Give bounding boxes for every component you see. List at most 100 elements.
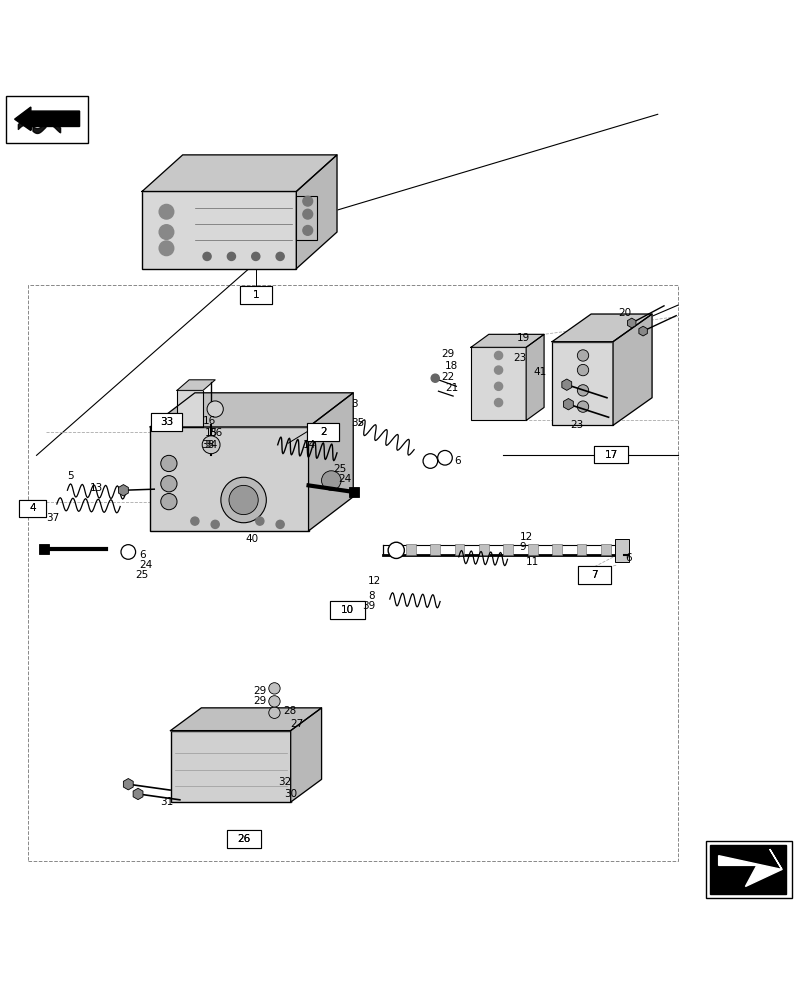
Text: 16: 16 xyxy=(203,416,216,426)
Circle shape xyxy=(121,545,135,559)
Polygon shape xyxy=(551,314,651,342)
Text: 2: 2 xyxy=(320,427,326,437)
Circle shape xyxy=(303,226,312,235)
Text: 13: 13 xyxy=(89,483,102,493)
Circle shape xyxy=(161,455,177,472)
Circle shape xyxy=(268,683,280,694)
Text: 20: 20 xyxy=(618,308,631,318)
Polygon shape xyxy=(296,155,337,269)
Text: 7: 7 xyxy=(590,570,597,580)
Polygon shape xyxy=(177,380,215,390)
Polygon shape xyxy=(712,851,781,888)
Circle shape xyxy=(161,494,177,510)
Text: 27: 27 xyxy=(290,719,303,729)
Polygon shape xyxy=(170,708,321,731)
Text: 4: 4 xyxy=(29,503,36,513)
Circle shape xyxy=(276,252,284,260)
Bar xyxy=(151,413,182,431)
Bar xyxy=(142,191,296,269)
Bar xyxy=(226,830,260,848)
Circle shape xyxy=(268,707,280,718)
Circle shape xyxy=(494,351,502,360)
Text: 12: 12 xyxy=(367,576,380,586)
Bar xyxy=(503,544,513,555)
Text: 24: 24 xyxy=(139,560,152,570)
Polygon shape xyxy=(470,334,543,347)
Bar xyxy=(551,544,561,555)
Bar xyxy=(329,601,365,619)
Text: 12: 12 xyxy=(519,532,532,542)
Text: 33: 33 xyxy=(160,417,173,427)
Bar xyxy=(177,390,203,427)
Circle shape xyxy=(577,350,588,361)
Polygon shape xyxy=(638,326,646,336)
Circle shape xyxy=(159,204,174,219)
Text: 23: 23 xyxy=(569,420,582,430)
Circle shape xyxy=(431,374,439,382)
Text: 32: 32 xyxy=(277,777,290,787)
Text: 23: 23 xyxy=(513,353,526,363)
Text: 18: 18 xyxy=(444,361,457,371)
Bar xyxy=(600,544,610,555)
Bar xyxy=(576,544,586,555)
Bar xyxy=(478,544,488,555)
Bar xyxy=(239,286,272,304)
Circle shape xyxy=(494,366,502,374)
Circle shape xyxy=(159,241,174,256)
Text: 24: 24 xyxy=(338,474,351,484)
Bar xyxy=(39,544,49,554)
Bar xyxy=(349,487,358,497)
Text: 29: 29 xyxy=(253,686,266,696)
Text: 4: 4 xyxy=(29,503,36,513)
Text: 29: 29 xyxy=(253,696,266,706)
Circle shape xyxy=(211,520,219,528)
Bar xyxy=(551,342,612,425)
Circle shape xyxy=(321,471,341,490)
Text: 30: 30 xyxy=(284,789,297,799)
Text: 35: 35 xyxy=(350,418,363,428)
Text: 26: 26 xyxy=(237,834,250,844)
Bar xyxy=(307,423,339,441)
Polygon shape xyxy=(706,841,791,898)
Text: 1: 1 xyxy=(252,290,259,300)
Bar xyxy=(594,446,628,463)
Circle shape xyxy=(191,517,199,525)
Circle shape xyxy=(251,252,260,260)
Text: 5: 5 xyxy=(67,471,74,481)
Text: 41: 41 xyxy=(533,367,546,377)
Circle shape xyxy=(161,476,177,492)
Bar xyxy=(151,413,182,431)
Polygon shape xyxy=(710,845,785,894)
Polygon shape xyxy=(123,779,133,790)
Circle shape xyxy=(229,485,258,515)
Polygon shape xyxy=(627,318,635,328)
Bar xyxy=(430,544,440,555)
Text: 9: 9 xyxy=(519,542,526,552)
Text: 6: 6 xyxy=(454,456,461,466)
Polygon shape xyxy=(563,398,573,410)
Text: 26: 26 xyxy=(237,834,250,844)
Text: 34: 34 xyxy=(204,440,217,450)
Text: 11: 11 xyxy=(526,557,539,567)
Text: 25: 25 xyxy=(135,570,148,580)
Circle shape xyxy=(159,225,174,239)
Text: 21: 21 xyxy=(444,383,457,393)
Polygon shape xyxy=(15,107,79,131)
Circle shape xyxy=(577,364,588,376)
Bar xyxy=(454,544,464,555)
Polygon shape xyxy=(133,788,143,800)
Bar xyxy=(577,566,610,584)
Text: 39: 39 xyxy=(362,601,375,611)
Bar xyxy=(594,446,628,463)
Bar xyxy=(239,286,272,304)
Text: 10: 10 xyxy=(341,605,354,615)
Text: 15: 15 xyxy=(204,428,217,438)
Bar xyxy=(150,427,308,531)
Text: 14: 14 xyxy=(303,440,315,450)
Bar xyxy=(307,423,339,441)
Text: 37: 37 xyxy=(46,513,59,523)
Circle shape xyxy=(276,520,284,528)
Text: 6: 6 xyxy=(139,550,146,560)
Bar xyxy=(329,601,365,619)
Text: 40: 40 xyxy=(245,534,258,544)
